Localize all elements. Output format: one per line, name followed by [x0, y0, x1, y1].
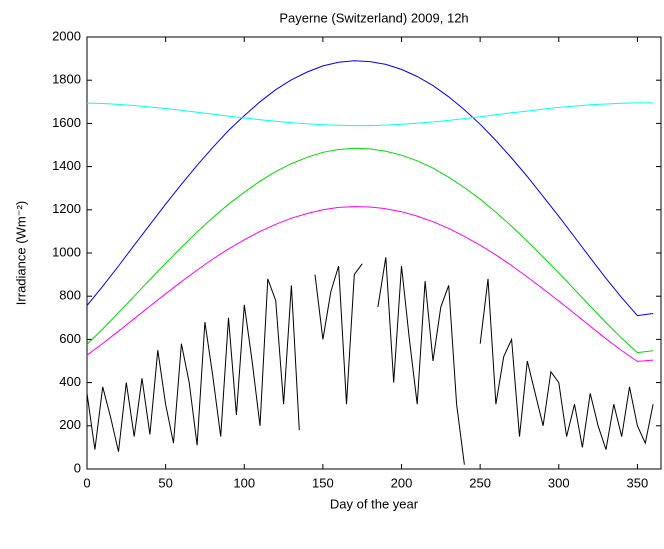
x-tick-label: 150 — [312, 475, 334, 490]
chart-title: Payerne (Switzerland) 2009, 12h — [279, 10, 468, 25]
series-line — [86, 147, 654, 354]
y-tick-label: 1600 — [52, 115, 81, 130]
y-tick-label: 1800 — [52, 72, 81, 87]
y-tick-label: 1000 — [52, 244, 81, 259]
x-tick-label: 250 — [469, 475, 491, 490]
x-tick-label: 100 — [233, 475, 255, 490]
y-tick-label: 1400 — [52, 158, 81, 173]
y-tick-label: 800 — [59, 288, 81, 303]
series-line — [86, 257, 654, 465]
y-tick-label: 0 — [74, 460, 81, 475]
series-line — [86, 102, 654, 127]
y-tick-label: 400 — [59, 374, 81, 389]
x-tick-label: 350 — [627, 475, 649, 490]
x-tick-label: 300 — [548, 475, 570, 490]
series-line — [86, 60, 654, 317]
y-tick-label: 1200 — [52, 201, 81, 216]
y-tick-label: 2000 — [52, 28, 81, 43]
x-tick-label: 200 — [391, 475, 413, 490]
x-axis-label: Day of the year — [330, 496, 419, 511]
y-tick-label: 200 — [59, 417, 81, 432]
x-tick-label: 50 — [158, 475, 172, 490]
series-line — [86, 206, 654, 362]
y-tick-label: 600 — [59, 331, 81, 346]
x-tick-label: 0 — [83, 475, 90, 490]
y-axis-label: Irradiance (Wm⁻²) — [13, 201, 28, 305]
